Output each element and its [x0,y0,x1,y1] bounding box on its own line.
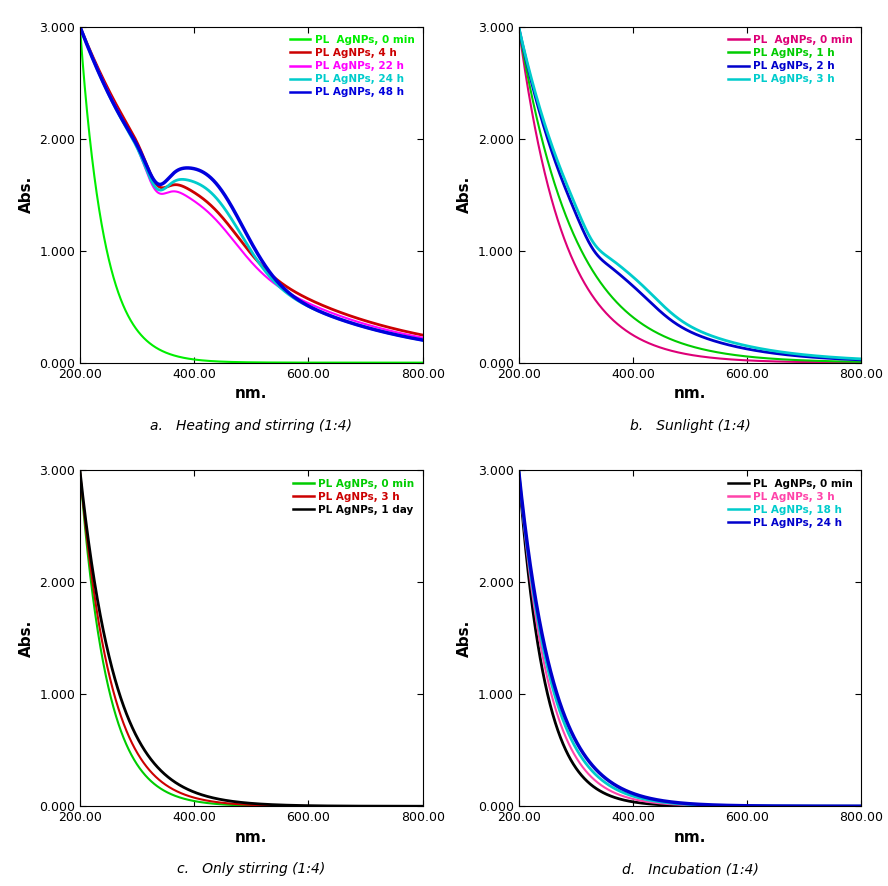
Legend: PL  AgNPs, 0 min, PL AgNPs, 3 h, PL AgNPs, 18 h, PL AgNPs, 24 h: PL AgNPs, 0 min, PL AgNPs, 3 h, PL AgNPs… [725,476,856,531]
Y-axis label: Abs.: Abs. [457,619,472,657]
Legend: PL AgNPs, 0 min, PL AgNPs, 3 h, PL AgNPs, 1 day: PL AgNPs, 0 min, PL AgNPs, 3 h, PL AgNPs… [290,476,417,518]
Text: a.   Heating and stirring (1:4): a. Heating and stirring (1:4) [150,419,353,433]
Y-axis label: Abs.: Abs. [19,619,34,657]
Text: c.   Only stirring (1:4): c. Only stirring (1:4) [178,862,325,876]
Y-axis label: Abs.: Abs. [19,176,34,214]
Text: b.   Sunlight (1:4): b. Sunlight (1:4) [630,419,750,433]
Y-axis label: Abs.: Abs. [457,176,472,214]
X-axis label: nm.: nm. [674,386,706,401]
Text: d.   Incubation (1:4): d. Incubation (1:4) [622,862,758,876]
Legend: PL  AgNPs, 0 min, PL AgNPs, 1 h, PL AgNPs, 2 h, PL AgNPs, 3 h: PL AgNPs, 0 min, PL AgNPs, 1 h, PL AgNPs… [725,32,856,88]
X-axis label: nm.: nm. [235,386,267,401]
X-axis label: nm.: nm. [235,829,267,844]
X-axis label: nm.: nm. [674,829,706,844]
Legend: PL  AgNPs, 0 min, PL AgNPs, 4 h, PL AgNPs, 22 h, PL AgNPs, 24 h, PL AgNPs, 48 h: PL AgNPs, 0 min, PL AgNPs, 4 h, PL AgNPs… [287,32,417,100]
